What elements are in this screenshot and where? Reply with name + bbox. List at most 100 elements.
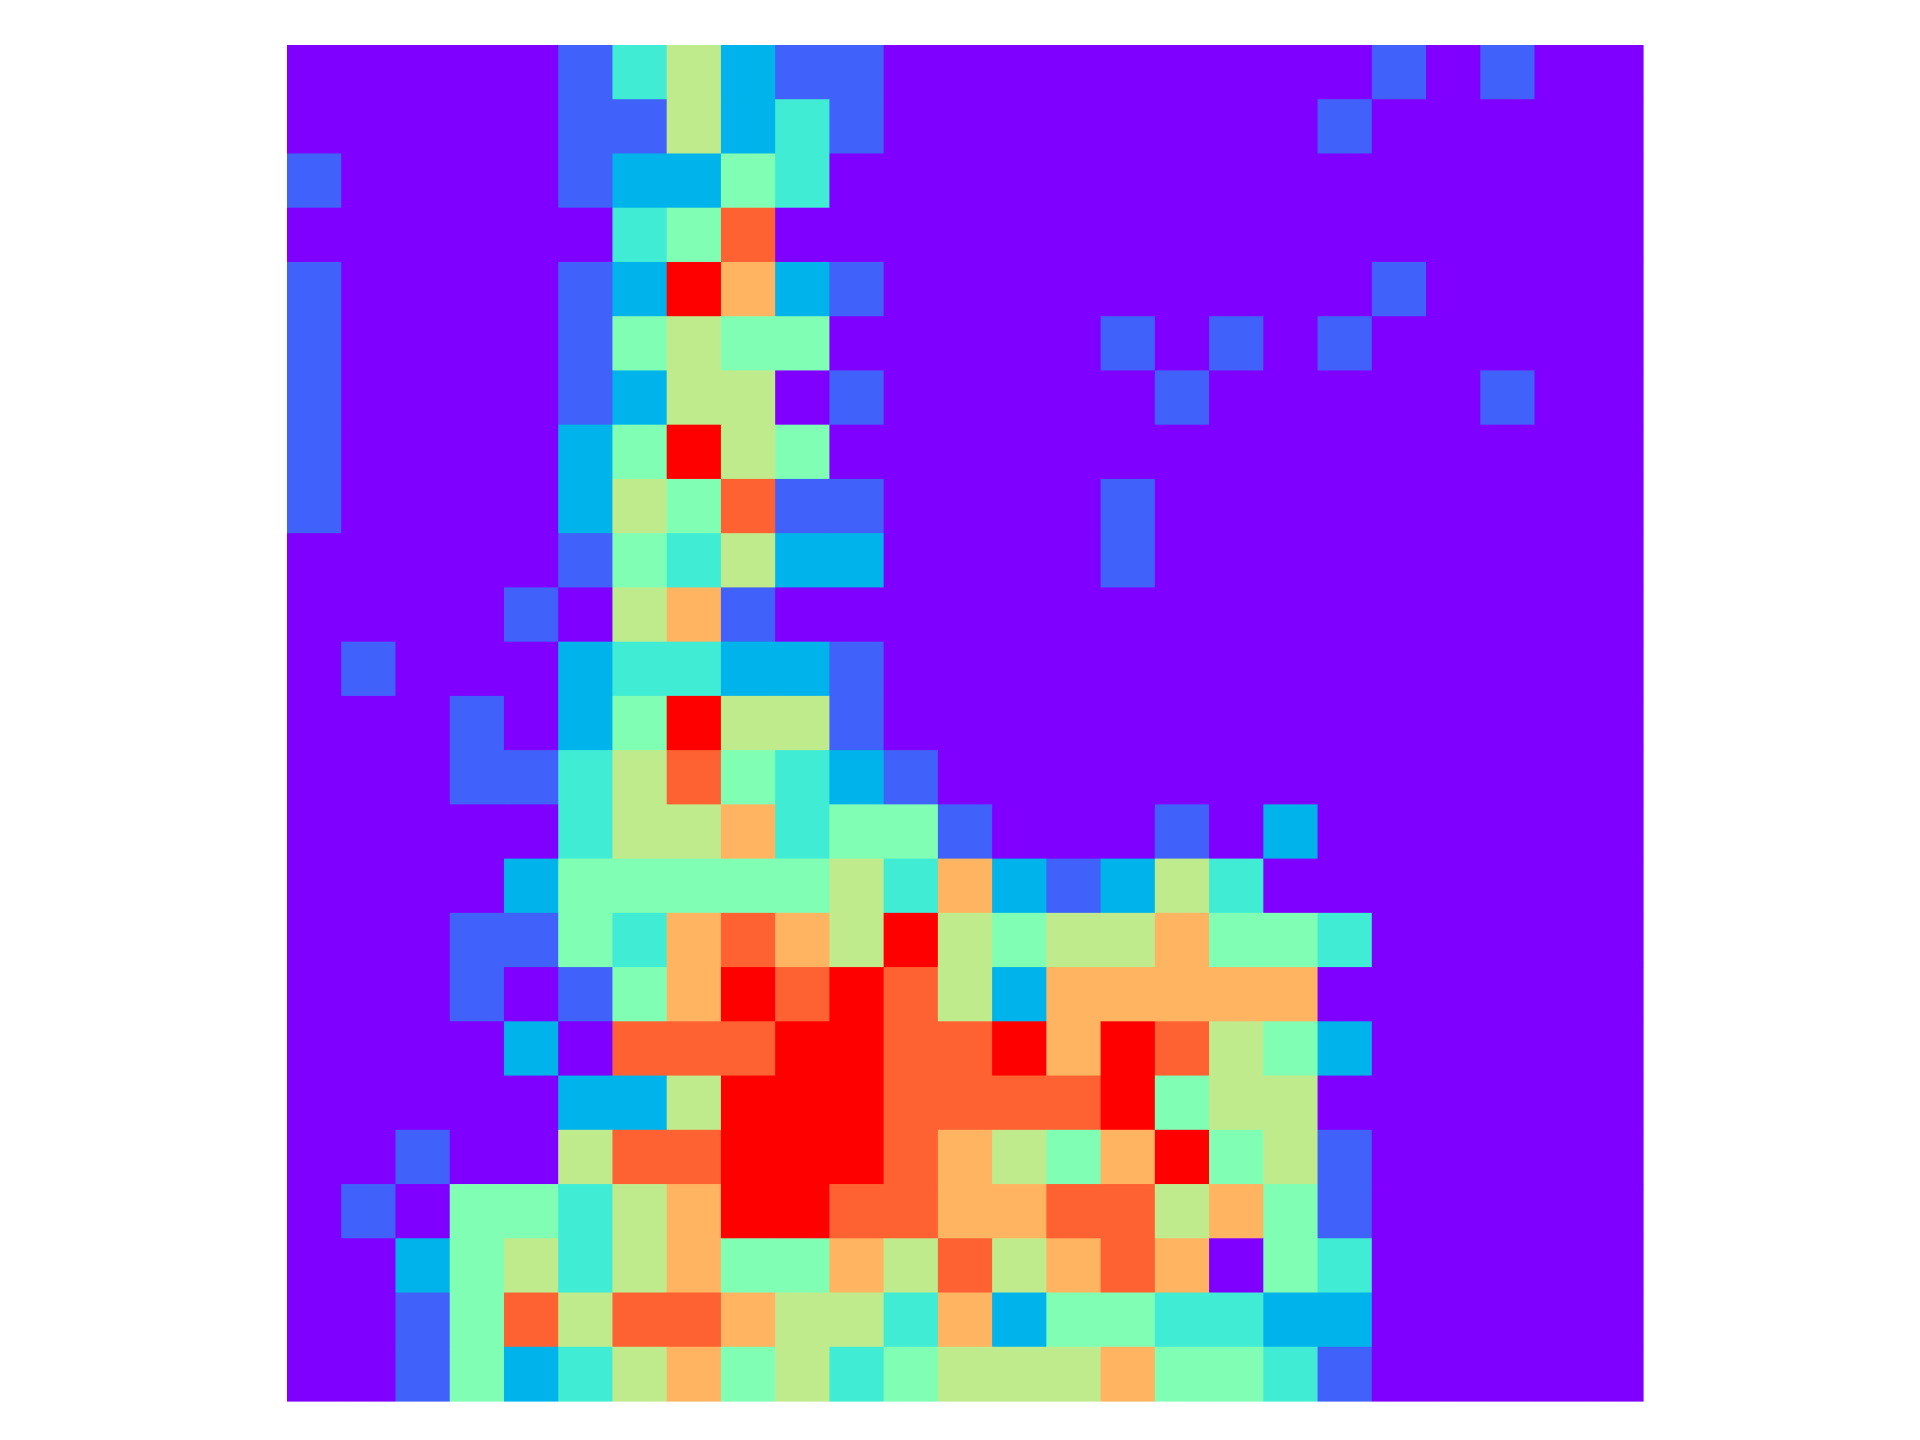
heatmap-cell <box>1209 478 1264 534</box>
heatmap-cell <box>1317 587 1373 643</box>
heatmap-cell <box>612 695 668 751</box>
heatmap-cell <box>341 45 397 100</box>
heatmap-cell <box>395 804 451 860</box>
heatmap-cell <box>1263 478 1319 534</box>
heatmap-cell <box>503 967 559 1022</box>
heatmap-cell <box>612 750 668 805</box>
heatmap-cell <box>1100 750 1156 805</box>
heatmap-cell <box>1100 533 1156 588</box>
heatmap-cell <box>1263 1238 1319 1294</box>
heatmap-cell <box>1263 587 1319 643</box>
heatmap-cell <box>1046 316 1102 372</box>
heatmap-cell <box>1534 533 1590 588</box>
heatmap-cell <box>720 1238 776 1294</box>
heatmap-cell <box>612 153 668 209</box>
heatmap-cell <box>1426 750 1481 805</box>
heatmap-cell <box>1371 1346 1427 1402</box>
heatmap-cell <box>1263 695 1319 751</box>
heatmap-cell <box>720 370 776 426</box>
heatmap-cell <box>1209 1292 1264 1348</box>
heatmap-cell <box>503 207 559 263</box>
heatmap-cell <box>1209 912 1264 968</box>
heatmap-cell <box>1534 1292 1590 1348</box>
heatmap-cell <box>449 1238 505 1294</box>
heatmap-cell <box>287 153 342 209</box>
heatmap-cell <box>666 207 722 263</box>
heatmap-cell <box>287 1184 342 1239</box>
heatmap-cell <box>1100 370 1156 426</box>
heatmap-cell <box>1046 641 1102 697</box>
heatmap-cell <box>992 1292 1047 1348</box>
heatmap-cell <box>883 804 939 860</box>
heatmap-cell <box>558 641 614 697</box>
heatmap-cell <box>1534 1238 1590 1294</box>
heatmap-cell <box>1317 1346 1373 1402</box>
heatmap-cell <box>341 804 397 860</box>
heatmap-cell <box>1154 967 1210 1022</box>
heatmap-cell <box>883 750 939 805</box>
heatmap-cell <box>612 804 668 860</box>
heatmap-cell <box>1480 912 1536 968</box>
heatmap-cell <box>1371 695 1427 751</box>
heatmap-cell <box>1426 1346 1481 1402</box>
heatmap-cell <box>558 424 614 480</box>
heatmap-cell <box>1046 478 1102 534</box>
heatmap-cell <box>1154 587 1210 643</box>
heatmap-cell <box>612 1021 668 1077</box>
heatmap-cell <box>612 533 668 588</box>
heatmap-cell <box>1426 533 1481 588</box>
heatmap-cell <box>666 967 722 1022</box>
heatmap-cell <box>1371 1021 1427 1077</box>
heatmap-cell <box>829 587 885 643</box>
heatmap-cell <box>1371 804 1427 860</box>
heatmap-cell <box>1317 641 1373 697</box>
heatmap-cell <box>558 370 614 426</box>
heatmap-cell <box>1317 750 1373 805</box>
heatmap-cell <box>720 587 776 643</box>
heatmap-cell <box>1588 967 1644 1022</box>
heatmap-cell <box>503 533 559 588</box>
heatmap-cell <box>1100 1129 1156 1185</box>
heatmap-cell <box>1588 912 1644 968</box>
heatmap-cell <box>449 261 505 317</box>
heatmap-cell <box>612 587 668 643</box>
heatmap-cell <box>449 316 505 372</box>
heatmap-cell <box>395 1021 451 1077</box>
heatmap-cell <box>341 967 397 1022</box>
heatmap-cell <box>1480 99 1536 155</box>
heatmap-cell <box>287 207 342 263</box>
heatmap-cell <box>992 478 1047 534</box>
heatmap-cell <box>287 750 342 805</box>
heatmap-cell <box>503 370 559 426</box>
heatmap-cell <box>449 424 505 480</box>
heatmap-cell <box>666 912 722 968</box>
heatmap-cell <box>992 99 1047 155</box>
heatmap-cell <box>883 207 939 263</box>
heatmap-cell <box>1534 99 1590 155</box>
heatmap-cell <box>1100 641 1156 697</box>
heatmap-cell <box>1371 912 1427 968</box>
heatmap-cell <box>449 370 505 426</box>
heatmap-cell <box>1263 750 1319 805</box>
heatmap-cell <box>558 695 614 751</box>
heatmap-cell <box>883 1292 939 1348</box>
heatmap-cell <box>612 641 668 697</box>
heatmap-cell <box>1371 370 1427 426</box>
heatmap-cell <box>829 641 885 697</box>
heatmap-cell <box>1480 1021 1536 1077</box>
heatmap-cell <box>558 1238 614 1294</box>
heatmap-cell <box>1100 1184 1156 1239</box>
heatmap-cell <box>341 750 397 805</box>
heatmap-cell <box>1046 1346 1102 1402</box>
heatmap-cell <box>341 207 397 263</box>
heatmap-cell <box>503 1292 559 1348</box>
heatmap-cell <box>666 587 722 643</box>
heatmap-cell <box>341 1238 397 1294</box>
heatmap-cell <box>1371 316 1427 372</box>
heatmap-cell <box>558 587 614 643</box>
heatmap-cell <box>883 1075 939 1131</box>
heatmap-cell <box>1371 587 1427 643</box>
heatmap-cell <box>395 533 451 588</box>
heatmap-cell <box>1588 261 1644 317</box>
heatmap-cell <box>1154 316 1210 372</box>
